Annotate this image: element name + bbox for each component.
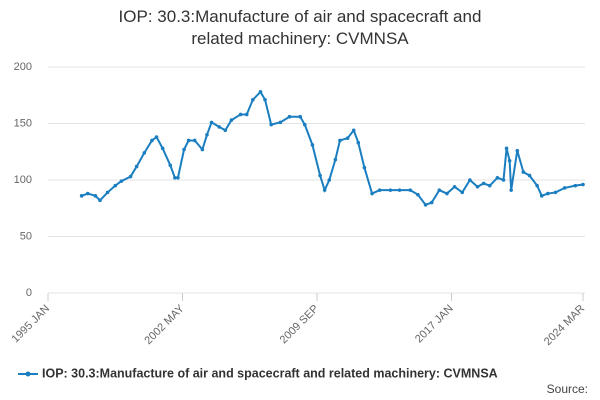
data-point (176, 175, 180, 180)
data-point (377, 188, 382, 192)
data-point (333, 157, 338, 162)
data-point (318, 173, 322, 178)
data-point (186, 138, 191, 143)
data-point (205, 133, 209, 137)
data-point (487, 183, 492, 188)
data-point (495, 175, 500, 180)
y-tick-label: 100 (14, 174, 32, 186)
data-point (79, 194, 84, 198)
data-point (452, 184, 457, 189)
data-point (160, 146, 165, 151)
data-point (263, 97, 267, 102)
data-point (119, 179, 124, 183)
data-point (217, 125, 221, 129)
data-point (303, 122, 307, 127)
series-line (81, 90, 584, 207)
data-point (546, 191, 550, 196)
data-point (527, 173, 532, 178)
y-tick-label: 150 (14, 117, 32, 129)
data-point (475, 184, 480, 189)
data-point (85, 191, 90, 196)
data-point (128, 174, 133, 179)
data-point (238, 112, 243, 117)
data-point (209, 120, 214, 125)
data-point (562, 186, 567, 190)
data-point (150, 138, 154, 143)
data-point (182, 147, 186, 152)
data-point (134, 164, 139, 169)
data-point (338, 138, 342, 143)
y-tick-label: 0 (26, 287, 32, 299)
data-point (408, 188, 413, 192)
chart-title: IOP: 30.3:Manufacture of air and spacecr… (118, 7, 482, 48)
data-point (192, 138, 197, 143)
data-point (388, 188, 393, 192)
data-point (173, 175, 177, 180)
data-point (93, 194, 98, 198)
data-point (515, 148, 520, 153)
data-point (370, 191, 374, 196)
data-point (168, 163, 173, 168)
x-tick-label: 2017 JAN (413, 303, 456, 346)
data-point (521, 170, 526, 174)
data-point (142, 151, 147, 155)
data-point (460, 190, 465, 195)
data-point (481, 181, 486, 186)
data-point (251, 97, 255, 102)
x-tick-label: 2024 MAR (542, 303, 587, 348)
data-point (98, 198, 102, 203)
data-point (539, 194, 544, 198)
data-point (154, 135, 159, 139)
data-point (535, 183, 539, 188)
data-point (501, 178, 506, 182)
data-point (298, 114, 303, 119)
data-point (445, 191, 449, 196)
x-tick-label: 2002 MAY (142, 302, 187, 347)
data-point (509, 188, 513, 192)
legend-marker (25, 371, 31, 377)
data-point (244, 112, 249, 117)
data-point (310, 143, 315, 147)
data-point (573, 183, 578, 188)
data-point (468, 178, 472, 182)
data-point (113, 183, 118, 188)
data-point (278, 120, 283, 125)
data-point (362, 165, 367, 170)
y-tick-label: 200 (14, 61, 32, 73)
y-tick-label: 50 (20, 230, 32, 242)
data-point (229, 118, 234, 122)
data-point (437, 188, 442, 192)
data-point (423, 203, 428, 207)
data-point (223, 128, 228, 133)
data-point (269, 122, 273, 127)
data-point (200, 147, 205, 152)
data-point (105, 190, 110, 195)
data-point (553, 190, 558, 195)
data-point (327, 178, 332, 182)
data-point (429, 200, 434, 205)
data-point (356, 140, 361, 145)
data-point (351, 128, 356, 133)
data-point (345, 136, 350, 140)
x-tick-label: 2009 SEP (278, 303, 322, 347)
source: Source: (547, 382, 588, 396)
legend-label: IOP: 30.3:Manufacture of air and spacecr… (42, 366, 498, 380)
data-point (416, 192, 420, 197)
data-point (507, 158, 512, 163)
x-tick-label: 1995 JAN (10, 303, 53, 346)
data-point (504, 146, 509, 151)
data-point (322, 188, 327, 192)
data-point (581, 182, 585, 187)
data-point (397, 188, 402, 192)
data-point (258, 90, 263, 94)
data-point (287, 114, 292, 119)
